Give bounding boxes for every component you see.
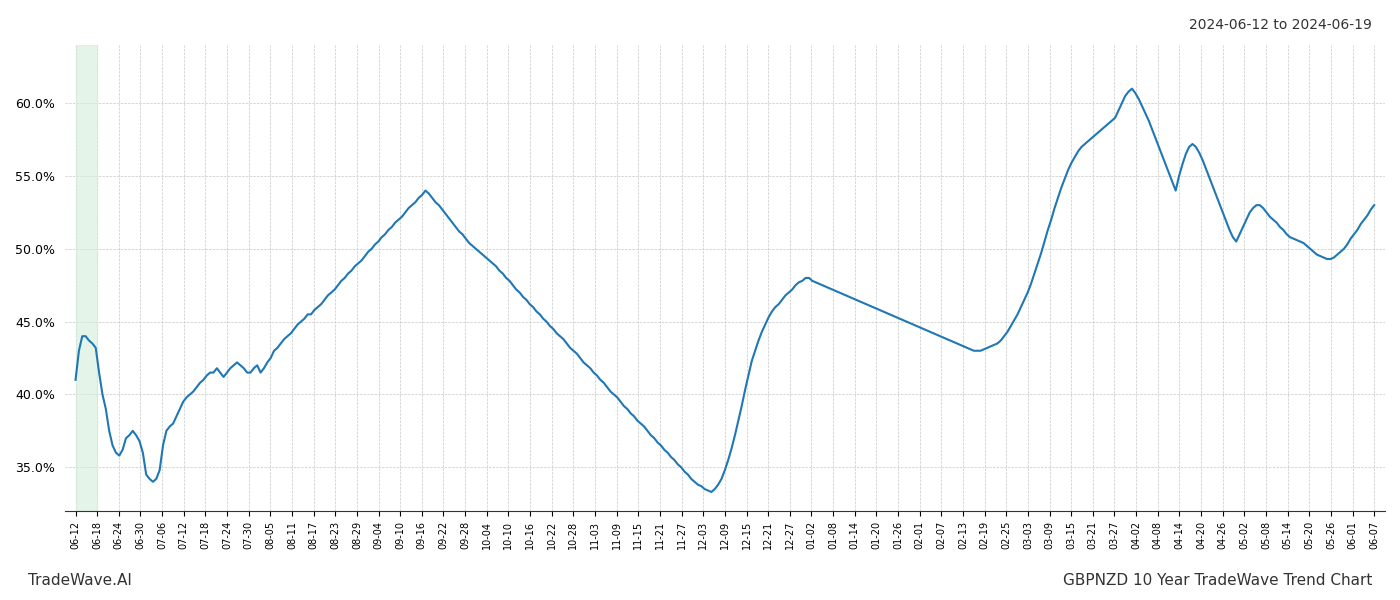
- Text: TradeWave.AI: TradeWave.AI: [28, 573, 132, 588]
- Text: GBPNZD 10 Year TradeWave Trend Chart: GBPNZD 10 Year TradeWave Trend Chart: [1063, 573, 1372, 588]
- Bar: [76, 45, 97, 511]
- Text: 2024-06-12 to 2024-06-19: 2024-06-12 to 2024-06-19: [1189, 18, 1372, 32]
